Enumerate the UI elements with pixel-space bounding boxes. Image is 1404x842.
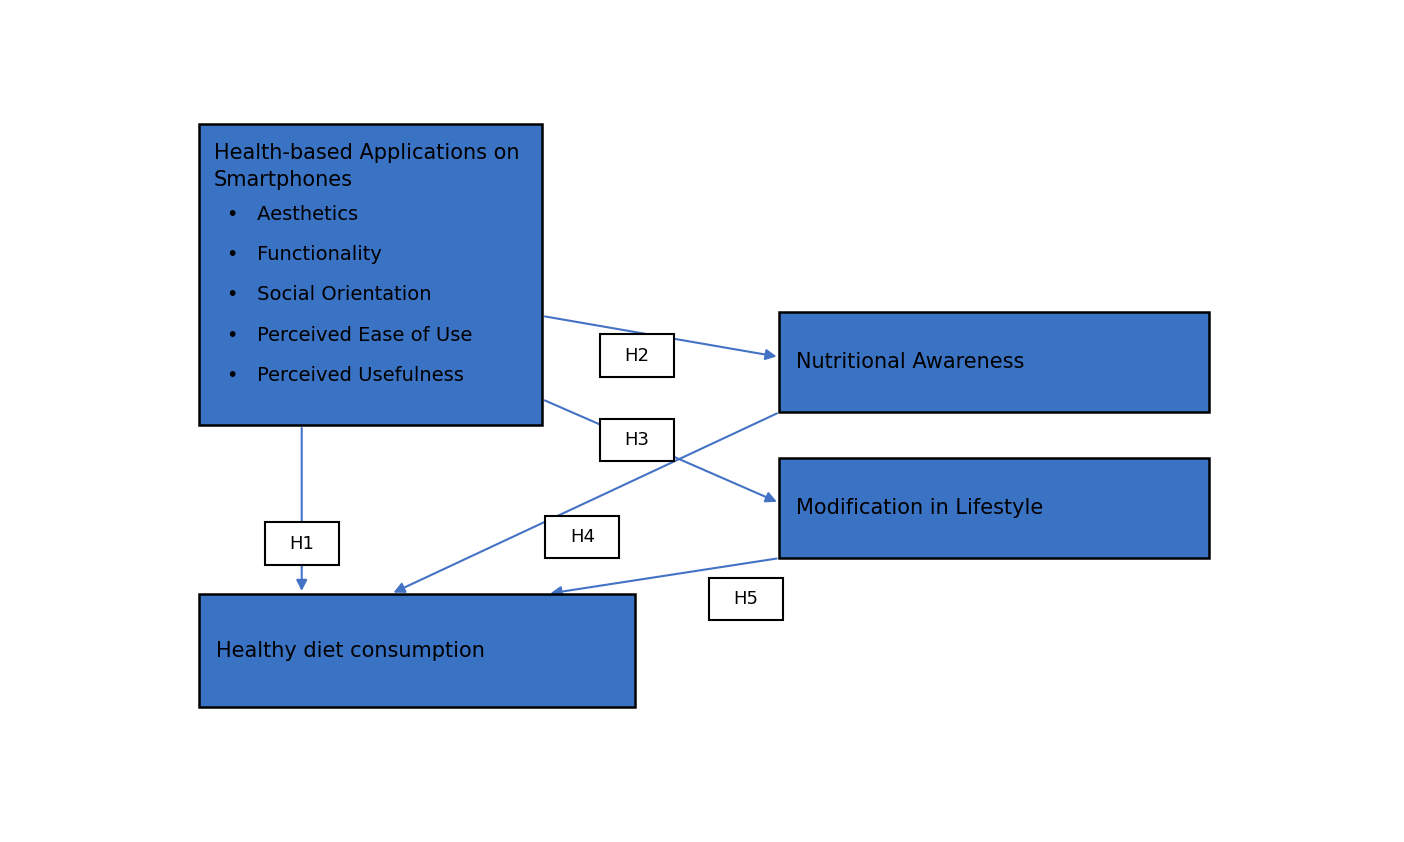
- Text: H4: H4: [570, 528, 595, 546]
- Text: •   Perceived Ease of Use: • Perceived Ease of Use: [226, 326, 472, 344]
- Text: H1: H1: [289, 535, 314, 552]
- FancyBboxPatch shape: [779, 312, 1209, 413]
- Text: Modification in Lifestyle: Modification in Lifestyle: [796, 498, 1043, 518]
- Text: Nutritional Awareness: Nutritional Awareness: [796, 352, 1024, 372]
- Text: H2: H2: [625, 347, 650, 365]
- Text: •   Functionality: • Functionality: [226, 245, 382, 264]
- FancyBboxPatch shape: [709, 578, 782, 620]
- Text: H5: H5: [733, 589, 758, 608]
- FancyBboxPatch shape: [199, 124, 542, 425]
- Text: •   Social Orientation: • Social Orientation: [226, 285, 431, 305]
- FancyBboxPatch shape: [199, 594, 635, 707]
- Text: H3: H3: [625, 431, 650, 449]
- FancyBboxPatch shape: [600, 418, 674, 461]
- FancyBboxPatch shape: [546, 516, 619, 558]
- Text: •   Aesthetics: • Aesthetics: [226, 205, 358, 224]
- FancyBboxPatch shape: [779, 458, 1209, 558]
- Text: Health-based Applications on
Smartphones: Health-based Applications on Smartphones: [213, 143, 519, 189]
- Text: •   Perceived Usefulness: • Perceived Usefulness: [226, 365, 463, 385]
- Text: Healthy diet consumption: Healthy diet consumption: [216, 641, 484, 660]
- FancyBboxPatch shape: [600, 334, 674, 376]
- FancyBboxPatch shape: [265, 522, 338, 565]
